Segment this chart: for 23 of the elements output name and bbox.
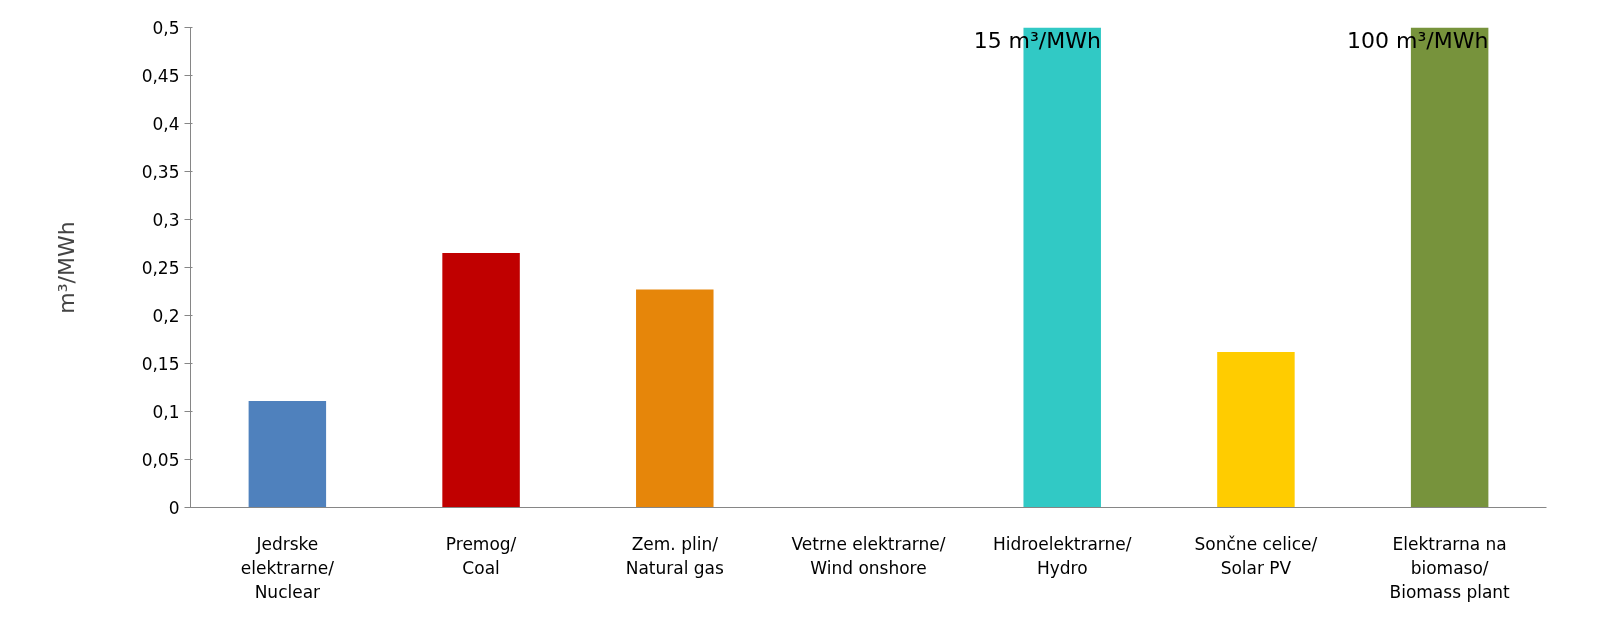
y-tick-label: 0,25 xyxy=(141,258,180,278)
y-tick-label: 0,2 xyxy=(152,306,180,326)
bar xyxy=(442,253,520,508)
x-tick-label: Jedrske elektrarne/ Nuclear xyxy=(240,533,335,602)
bar xyxy=(1217,351,1295,508)
y-axis-title: m³/MWh xyxy=(53,221,79,314)
x-tick-label: Vetrne elektrarne/ Wind onshore xyxy=(791,533,946,578)
y-tick-label: 0,35 xyxy=(141,162,180,182)
x-tick-label: Elektrarna na biomaso/ Biomass plant xyxy=(1389,533,1511,602)
y-tick-label: 0,3 xyxy=(152,210,180,230)
y-tick-label: 0 xyxy=(168,498,180,518)
bar xyxy=(636,289,714,508)
x-tick-label: Hidroelektrarne/ Hydro xyxy=(992,533,1132,578)
y-tick-label: 0,4 xyxy=(152,114,180,134)
y-tick-label: 0,15 xyxy=(141,354,180,374)
x-tick-label: Zem. plin/ Natural gas xyxy=(625,533,725,578)
y-tick-label: 0,45 xyxy=(141,66,180,86)
bar xyxy=(248,400,327,508)
y-tick-label: 0,5 xyxy=(152,18,180,38)
y-tick-label: 0,1 xyxy=(152,402,180,422)
x-tick-label: Sončne celice/ Solar PV xyxy=(1194,533,1318,578)
y-tick-label: 0,05 xyxy=(141,450,180,470)
x-tick-label: Premog/ Coal xyxy=(445,533,517,578)
